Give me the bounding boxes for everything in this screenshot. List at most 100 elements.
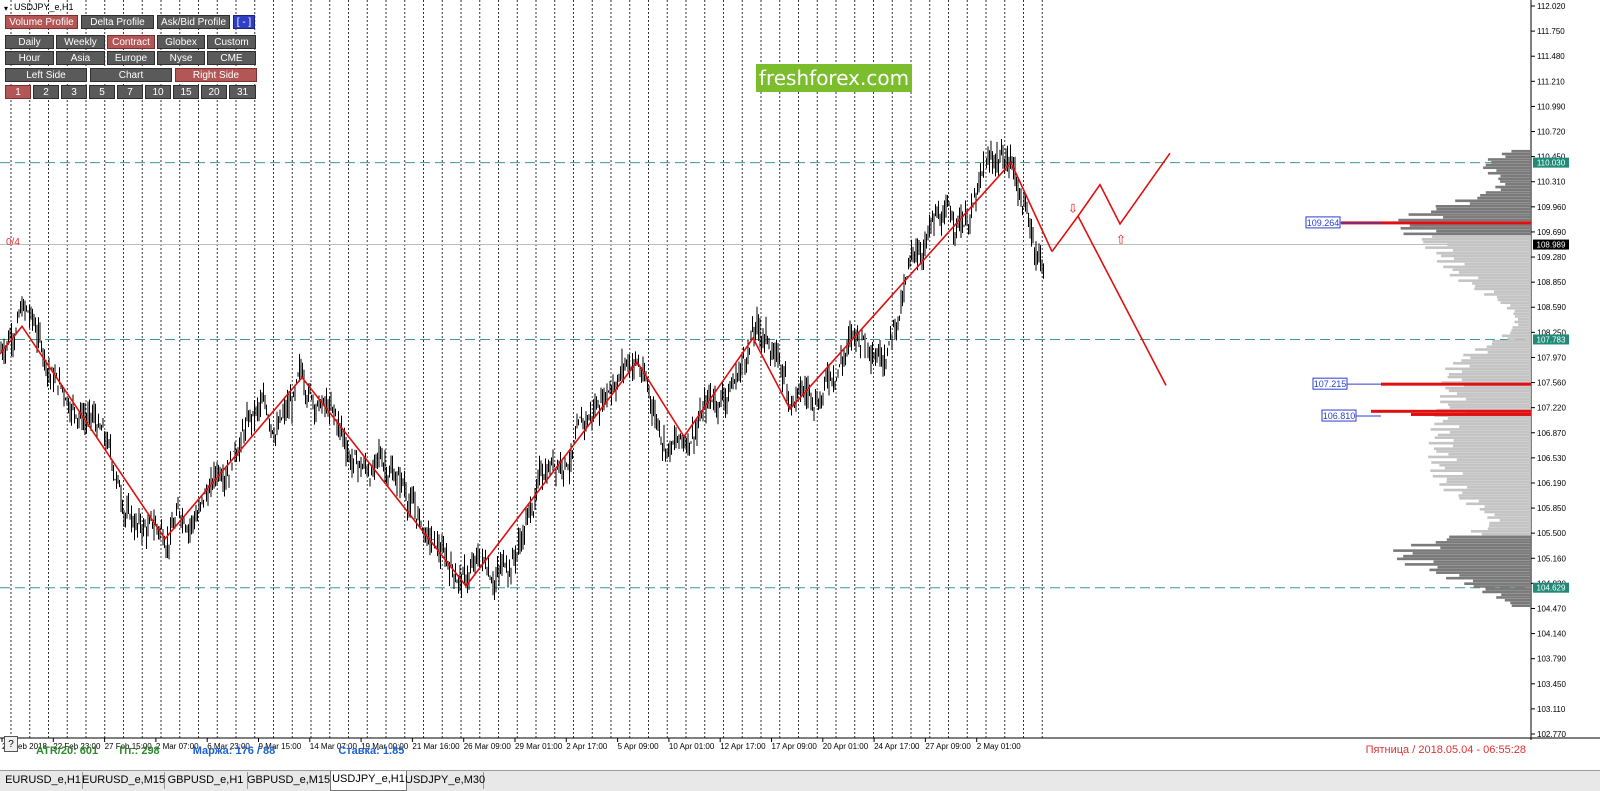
volume-profile-bar-14 [1437,565,1531,569]
price-axis-label-15: 107.560 [1537,379,1566,388]
price-highlight-label-1: 108.989 [1537,241,1566,250]
time-axis-label-3: 2 Mar 07:00 [156,742,199,751]
toolbar-row5-btn-5[interactable]: 10 [145,85,171,99]
volume-profile-bar-50 [1444,466,1531,470]
volume-profile-bar-72 [1449,406,1531,409]
volume-profile-bar-10 [1446,576,1531,580]
chart-tab-2[interactable]: GBPUSD_e,H1 [164,772,248,789]
price-highlight-box-2 [1533,334,1569,345]
volume-profile-bar-93 [1475,348,1531,351]
volume-profile-bar-162 [1487,158,1531,161]
volume-profile-bar-2 [1504,598,1531,602]
volume-profile-bar-116 [1475,284,1531,288]
volume-profile-bar-70 [1465,411,1531,415]
toolbar-row3-btn-2[interactable]: Europe [107,51,155,65]
volume-profile-bar-129 [1452,249,1531,252]
chart-window-title: USDJPY_e,H1 [14,2,74,12]
volume-profile-bar-101 [1512,326,1531,329]
price-axis-label-4: 110.990 [1537,102,1566,111]
toolbar-row3-btn-3[interactable]: Nyse [157,51,205,65]
price-chart[interactable]: 109.264107.215106.810⇩⇧112.020111.750111… [0,0,1600,770]
volume-profile-bar-30 [1489,521,1531,525]
toolbar-row2-btn-4[interactable]: Custom [207,35,256,49]
toolbar-row5-btn-1[interactable]: 2 [33,85,59,99]
chart-tab-4[interactable]: USDJPY_e,H1 [330,771,407,791]
volume-profile-bar-62 [1437,433,1531,437]
toolbar-row1-btn-2[interactable]: Ask/Bid Profile [157,15,230,29]
volume-profile-bar-126 [1453,257,1531,260]
volume-profile-bar-47 [1432,474,1531,478]
toolbar-row2-btn-0[interactable]: Daily [5,35,54,49]
toolbar-row5-btn-8[interactable]: 31 [229,85,256,99]
volume-profile-bar-5 [1482,590,1531,594]
volume-profile-bar-23 [1435,541,1531,544]
profile-label-2: 106.810 [1323,411,1356,421]
volume-profile-bar-95 [1491,342,1531,346]
toolbar-row1-btn-1[interactable]: Delta Profile [81,15,154,29]
toolbar-row5-btn-3[interactable]: 5 [89,85,115,99]
toolbar-row4-btn-1[interactable]: Chart [90,68,172,82]
volume-profile-bar-111 [1497,298,1531,302]
price-highlight-label-3: 104.629 [1537,584,1566,593]
time-axis-label-9: 26 Mar 09:00 [464,742,512,751]
volume-profile-bar-32 [1487,516,1531,519]
volume-profile-bar-48 [1462,472,1531,475]
toolbar-row5-btn-4[interactable]: 7 [117,85,143,99]
toolbar-row4-btn-0[interactable]: Left Side [5,68,87,82]
volume-profile-bar-84 [1448,373,1531,376]
volume-profile-bar-33 [1494,513,1531,517]
volume-profile-bar-9 [1472,579,1531,583]
volume-profile-bar-112 [1496,295,1531,299]
price-axis-label-27: 103.450 [1537,680,1566,689]
toolbar-row2-btn-3[interactable]: Globex [157,35,205,49]
toolbar-row1-btn-3[interactable]: [ - ] [233,15,255,29]
volume-profile-bar-130 [1425,246,1531,249]
toolbar-row3-btn-0[interactable]: Hour [5,51,54,65]
help-button[interactable]: ? [4,736,18,752]
volume-profile-bar-128 [1436,251,1531,255]
chart-tab-5[interactable]: USDJPY_e,M30 [405,772,485,789]
volume-profile-bar-25 [1449,535,1531,539]
volume-profile-bar-31 [1499,519,1531,522]
chart-area[interactable]: 109.264 107.215 106.810 ⇩ ⇧ 112.020 111.750 111… [0,0,1600,770]
volume-profile-bar-100 [1511,328,1531,332]
price-axis-label-24: 104.470 [1537,604,1566,613]
toolbar-row3-btn-1[interactable]: Asia [56,51,105,65]
volume-profile-bar-87 [1469,364,1531,368]
volume-profile-bar-79 [1445,386,1531,390]
chart-tab-3[interactable]: GBPUSD_e,M15 [247,772,331,789]
volume-profile-bar-38 [1478,499,1531,503]
toolbar-row2-btn-1[interactable]: Weekly [56,35,105,49]
volume-profile-bar-137 [1400,227,1531,230]
volume-profile-bar-22 [1411,543,1531,547]
volume-profile-bar-105 [1514,315,1531,318]
volume-profile-bar-74 [1440,400,1531,404]
toolbar-row5-btn-7[interactable]: 20 [201,85,227,99]
toolbar-row3-btn-4[interactable]: CME [207,51,256,65]
price-axis-label-21: 105.500 [1537,529,1566,538]
volume-profile-bar-59 [1428,441,1531,445]
volume-profile-bar-117 [1472,282,1531,285]
toolbar-row5-btn-2[interactable]: 3 [61,85,87,99]
price-highlight-box-0 [1533,157,1569,168]
toolbar-row2-btn-2[interactable]: Contract [107,35,155,49]
margin-value: Маржа: 176 / 88 [192,745,276,757]
volume-profile-bar-83 [1447,375,1531,379]
price-axis-label-28: 103.110 [1537,705,1566,714]
toolbar-row4-btn-2[interactable]: Right Side [175,68,257,82]
time-axis-label-12: 5 Apr 09:00 [618,742,659,751]
volume-profile-bar-64 [1430,428,1531,431]
toolbar-row1-btn-0[interactable]: Volume Profile [5,15,78,29]
volume-profile-bar-24 [1446,538,1531,541]
price-highlight-label-0: 110.030 [1537,159,1566,168]
volume-profile-bar-109 [1510,304,1531,307]
points-value: Пт.: 298 [119,745,160,757]
chart-tab-0[interactable]: EURUSD_e,H1 [4,772,83,789]
volume-poc-bar-2 [1411,412,1531,416]
time-axis-label-0: 20 Feb 2018 [2,742,47,751]
volume-profile-bar-134 [1432,235,1531,238]
toolbar-row5-btn-6[interactable]: 15 [173,85,199,99]
toolbar-row5-btn-0[interactable]: 1 [5,85,31,99]
chart-tab-1[interactable]: EURUSD_e,M15 [82,772,165,789]
volume-profile-bar-57 [1433,447,1531,451]
